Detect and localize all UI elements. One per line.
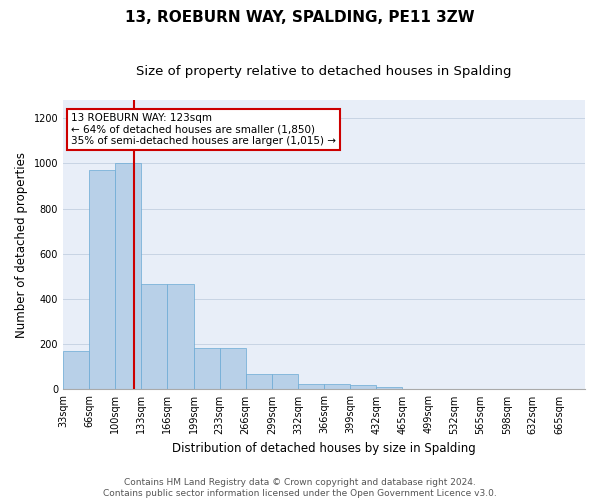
Y-axis label: Number of detached properties: Number of detached properties [15,152,28,338]
Bar [298,384,324,390]
Text: 13 ROEBURN WAY: 123sqm
← 64% of detached houses are smaller (1,850)
35% of semi-: 13 ROEBURN WAY: 123sqm ← 64% of detached… [71,113,336,146]
Text: 13, ROEBURN WAY, SPALDING, PE11 3ZW: 13, ROEBURN WAY, SPALDING, PE11 3ZW [125,10,475,25]
Text: Contains HM Land Registry data © Crown copyright and database right 2024.
Contai: Contains HM Land Registry data © Crown c… [103,478,497,498]
Bar [376,387,403,390]
Bar [89,170,115,390]
Bar [220,348,246,390]
X-axis label: Distribution of detached houses by size in Spalding: Distribution of detached houses by size … [172,442,476,455]
Bar [194,348,220,390]
Title: Size of property relative to detached houses in Spalding: Size of property relative to detached ho… [136,65,512,78]
Bar [142,284,167,390]
Bar [272,374,298,390]
Bar [115,164,142,390]
Bar [350,385,376,390]
Bar [167,284,194,390]
Bar [246,374,272,390]
Bar [324,384,350,390]
Bar [63,351,89,390]
